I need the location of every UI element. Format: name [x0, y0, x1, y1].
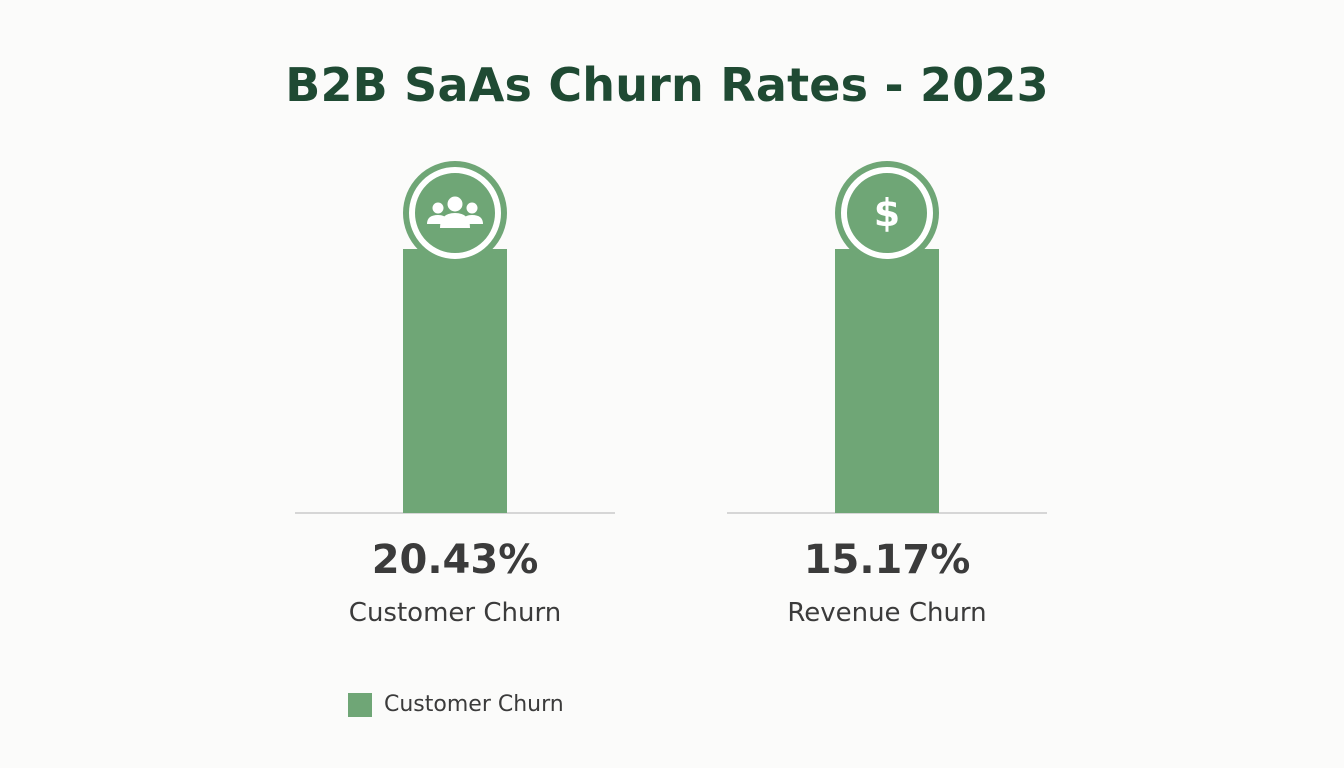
value-labels: 20.43% 15.17%: [372, 537, 971, 583]
svg-text:$: $: [874, 191, 900, 235]
bar-icons: $: [403, 161, 939, 265]
value-label-0: 20.43%: [372, 537, 539, 583]
chart-title: B2B SaAs Churn Rates - 2023: [285, 58, 1049, 112]
legend-label: Customer Churn: [384, 692, 564, 717]
bars: [403, 249, 939, 513]
legend: Customer Churn: [348, 692, 564, 717]
bar-customer-churn: [403, 249, 507, 513]
value-label-1: 15.17%: [804, 537, 971, 583]
category-label-0: Customer Churn: [349, 598, 561, 628]
legend-swatch: [348, 692, 372, 717]
users-group-icon: [403, 161, 507, 265]
category-labels: Customer Churn Revenue Churn: [349, 598, 987, 628]
category-label-1: Revenue Churn: [787, 598, 986, 628]
dollar-icon: $: [835, 161, 939, 265]
bar-revenue-churn: [835, 249, 939, 513]
